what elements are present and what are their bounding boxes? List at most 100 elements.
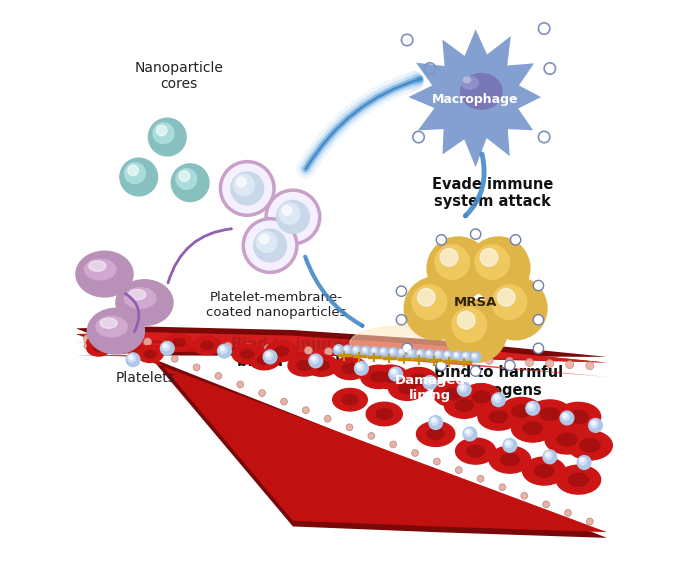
Circle shape [460, 385, 464, 389]
Ellipse shape [87, 340, 111, 356]
Ellipse shape [96, 316, 127, 337]
Circle shape [125, 163, 146, 184]
Circle shape [396, 315, 407, 325]
Circle shape [492, 285, 526, 319]
Ellipse shape [389, 376, 426, 400]
Circle shape [473, 354, 475, 357]
Circle shape [160, 341, 174, 355]
Ellipse shape [489, 411, 508, 423]
Circle shape [463, 427, 477, 441]
Ellipse shape [568, 473, 589, 486]
Circle shape [454, 352, 459, 358]
Circle shape [459, 384, 467, 392]
Circle shape [372, 349, 375, 352]
Circle shape [491, 393, 505, 407]
Circle shape [237, 177, 246, 187]
Circle shape [389, 349, 396, 355]
Circle shape [436, 235, 447, 245]
Ellipse shape [567, 431, 612, 460]
Circle shape [484, 277, 547, 340]
Circle shape [452, 351, 463, 361]
Circle shape [184, 340, 192, 348]
Circle shape [148, 118, 186, 156]
Circle shape [335, 347, 339, 349]
Circle shape [425, 353, 433, 361]
Circle shape [546, 452, 550, 456]
Text: Bind to injured
blood vessels: Bind to injured blood vessels [231, 337, 354, 369]
Ellipse shape [88, 308, 144, 354]
Ellipse shape [410, 374, 427, 385]
Circle shape [425, 349, 435, 360]
Ellipse shape [258, 355, 272, 364]
Ellipse shape [137, 345, 163, 363]
Circle shape [224, 342, 232, 350]
Circle shape [427, 237, 490, 300]
Circle shape [344, 347, 348, 350]
Ellipse shape [249, 349, 280, 370]
Circle shape [172, 164, 209, 202]
Ellipse shape [557, 433, 577, 446]
Circle shape [346, 424, 353, 431]
Circle shape [309, 354, 323, 368]
Ellipse shape [478, 404, 519, 430]
Ellipse shape [350, 325, 464, 360]
FancyArrowPatch shape [306, 79, 420, 169]
Circle shape [264, 344, 272, 352]
Circle shape [485, 356, 494, 364]
Ellipse shape [372, 365, 408, 389]
Ellipse shape [427, 428, 444, 440]
Circle shape [358, 364, 361, 368]
Ellipse shape [416, 421, 455, 447]
Text: Evade immune
system attack: Evade immune system attack [432, 177, 554, 210]
Text: Nanoparticle
cores: Nanoparticle cores [134, 61, 223, 91]
Circle shape [436, 352, 439, 355]
Circle shape [105, 340, 113, 348]
Circle shape [324, 415, 331, 422]
Circle shape [389, 367, 402, 381]
Ellipse shape [165, 333, 192, 352]
Ellipse shape [433, 381, 473, 407]
Circle shape [545, 360, 554, 368]
Polygon shape [76, 332, 607, 377]
Circle shape [467, 237, 530, 300]
Circle shape [304, 347, 312, 355]
Circle shape [503, 439, 517, 452]
Ellipse shape [556, 465, 601, 494]
Circle shape [432, 418, 435, 422]
Circle shape [457, 311, 475, 329]
Circle shape [505, 357, 513, 365]
Circle shape [282, 206, 292, 215]
Circle shape [426, 378, 430, 382]
Ellipse shape [523, 422, 542, 435]
Ellipse shape [201, 341, 214, 349]
Ellipse shape [100, 318, 118, 328]
Polygon shape [76, 332, 607, 532]
Text: Platelets: Platelets [116, 371, 176, 385]
Circle shape [592, 421, 596, 425]
Circle shape [429, 416, 442, 429]
Circle shape [401, 34, 413, 46]
Circle shape [498, 288, 515, 306]
Circle shape [435, 351, 441, 357]
Circle shape [409, 351, 412, 353]
Ellipse shape [500, 397, 542, 425]
Circle shape [563, 413, 567, 417]
Circle shape [106, 343, 113, 349]
Circle shape [443, 351, 454, 361]
Ellipse shape [76, 251, 133, 297]
Circle shape [398, 348, 407, 359]
Circle shape [579, 457, 587, 465]
Circle shape [480, 248, 498, 266]
Circle shape [389, 348, 398, 358]
Circle shape [368, 432, 374, 439]
Ellipse shape [116, 342, 127, 349]
Circle shape [220, 162, 274, 215]
Ellipse shape [523, 457, 566, 485]
Circle shape [408, 350, 414, 356]
Circle shape [543, 450, 556, 464]
Circle shape [259, 389, 265, 396]
Circle shape [84, 342, 91, 349]
Circle shape [470, 366, 481, 376]
Circle shape [510, 235, 521, 245]
Circle shape [342, 345, 353, 356]
